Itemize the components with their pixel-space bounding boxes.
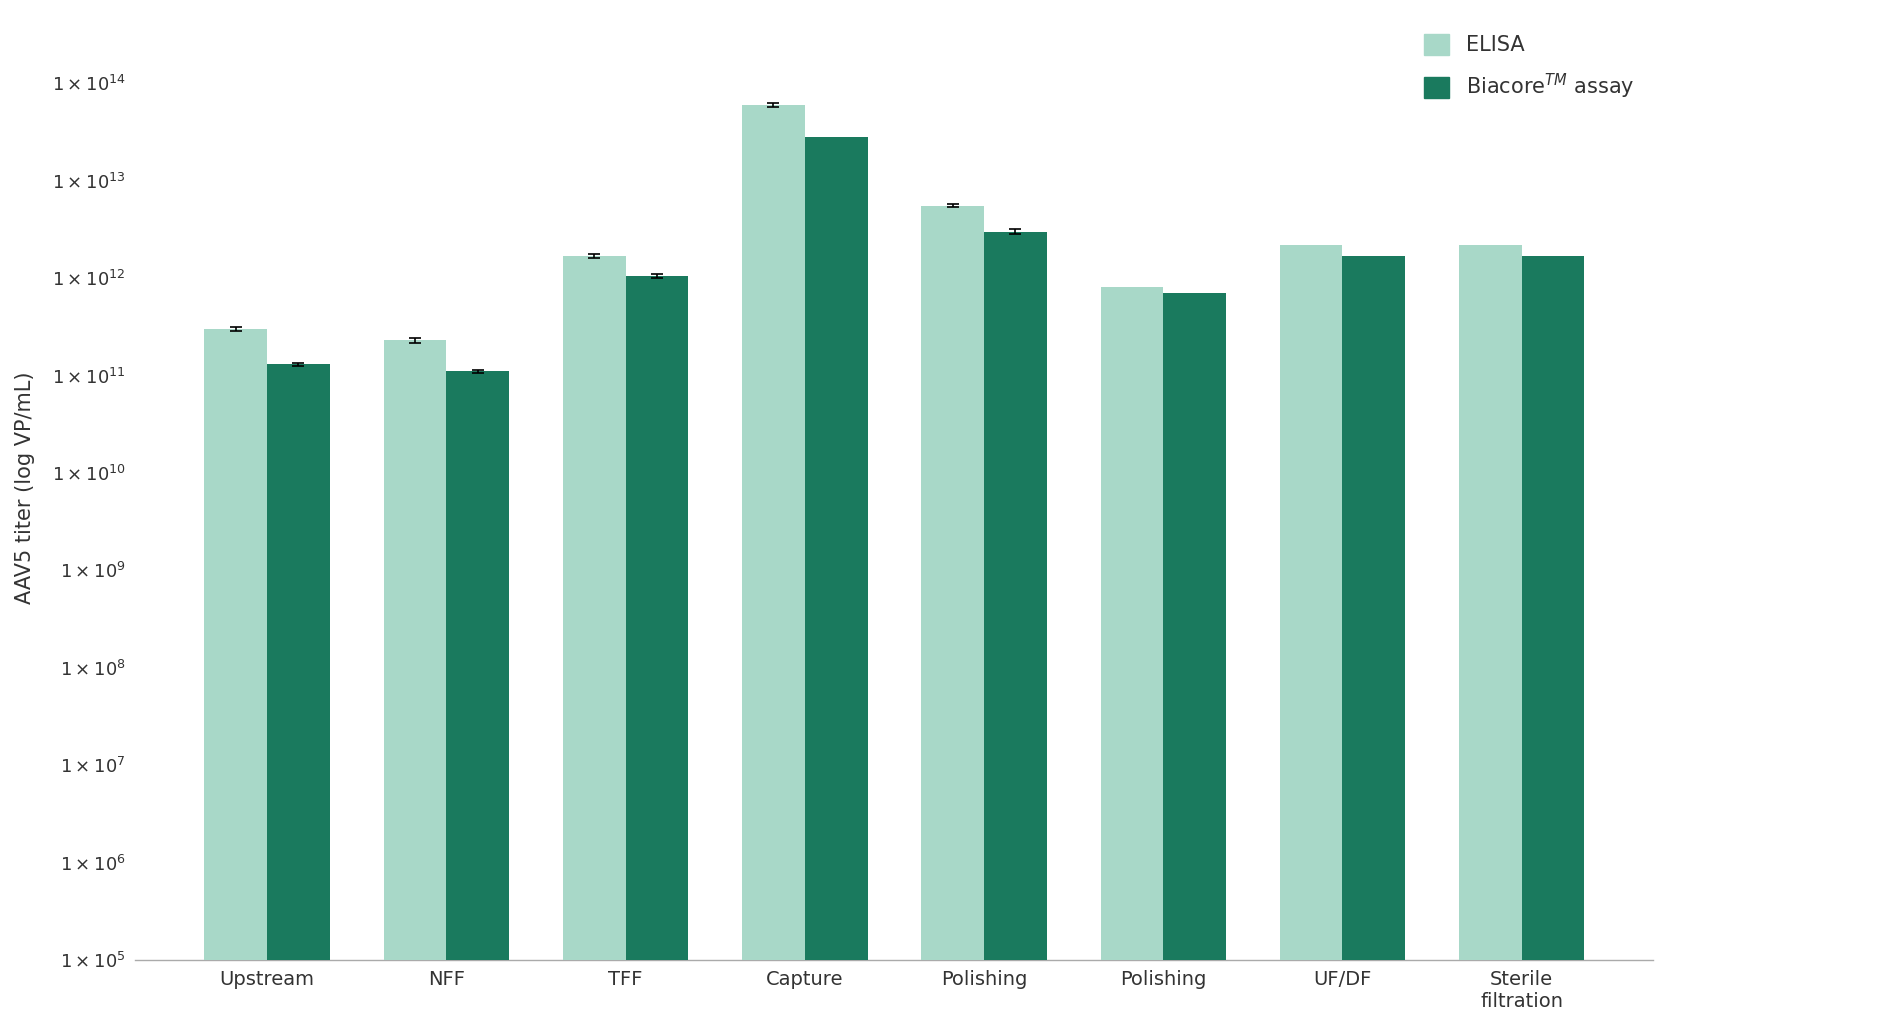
Bar [563, 255, 626, 1026]
Bar [383, 341, 446, 1026]
Bar [1460, 244, 1522, 1026]
Bar [1342, 255, 1405, 1026]
Bar [1164, 293, 1227, 1026]
Bar [741, 105, 804, 1026]
Bar [984, 232, 1047, 1026]
Bar [1280, 244, 1342, 1026]
Y-axis label: AAV5 titer (log VP/mL): AAV5 titer (log VP/mL) [15, 371, 34, 604]
Bar [446, 371, 508, 1026]
Bar [626, 276, 688, 1026]
Bar [267, 364, 330, 1026]
Bar [1522, 255, 1585, 1026]
Bar [804, 137, 868, 1026]
Bar [921, 206, 984, 1026]
Legend: ELISA, Biacore$^{TM}$ assay: ELISA, Biacore$^{TM}$ assay [1416, 26, 1644, 110]
Bar [205, 329, 267, 1026]
Bar [1100, 287, 1164, 1026]
